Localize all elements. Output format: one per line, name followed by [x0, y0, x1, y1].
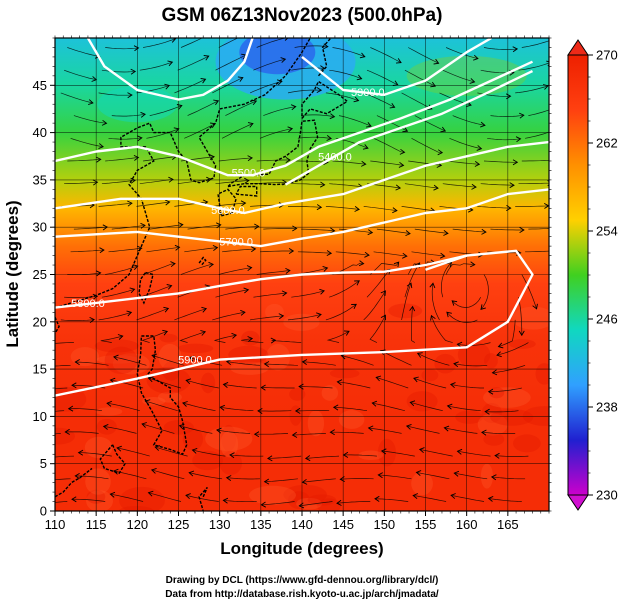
- y-tick-label: 0: [40, 504, 47, 519]
- contour-label: 5900.0: [178, 355, 212, 367]
- contour-label: 5400.0: [318, 151, 352, 163]
- x-tick-label: 145: [332, 517, 354, 532]
- contour-label: 5500.0: [232, 167, 266, 179]
- height-contour-line: [55, 188, 549, 248]
- y-tick-label: 30: [33, 220, 47, 235]
- credit-data: Data from http://database.rish.kyoto-u.a…: [165, 589, 439, 600]
- y-tick-label: 10: [33, 409, 47, 424]
- contour-label: 5300.0: [351, 87, 385, 99]
- y-tick-label: 5: [40, 456, 47, 471]
- colorbar-tick-label: 270: [596, 48, 618, 63]
- height-contour-line: [55, 249, 534, 397]
- y-axis: 0 5 10 15 20 25 30 35 40 45: [33, 37, 552, 519]
- y-tick-label: 20: [33, 314, 47, 329]
- height-contour-line: [301, 38, 492, 96]
- height-contour-line: [55, 60, 534, 177]
- y-axis-label: Latitude (degrees): [3, 200, 22, 347]
- colorbar-tick-label: 246: [596, 312, 618, 327]
- x-tick-label: 140: [291, 517, 313, 532]
- grid-lines: [54, 38, 549, 512]
- y-tick-label: 35: [33, 172, 47, 187]
- colorbar-tick-label: 254: [596, 224, 618, 239]
- x-tick-label: 135: [250, 517, 272, 532]
- credit-drawing: Drawing by DCL (https://www.gfd-dennou.o…: [166, 575, 439, 586]
- x-tick-label: 125: [168, 517, 190, 532]
- coastlines: [55, 38, 349, 511]
- y-tick-label: 15: [33, 362, 47, 377]
- y-tick-label: 45: [33, 78, 47, 93]
- colorbar: 230 238 246 254 262 270: [567, 39, 618, 511]
- contour-label: 5800.0: [71, 298, 105, 310]
- x-tick-label: 160: [456, 517, 478, 532]
- colorbar-tick-label: 262: [596, 136, 618, 151]
- x-tick-label: 150: [373, 517, 395, 532]
- x-tick-label: 110: [45, 517, 66, 532]
- height-contours: 5900.0 5800.0 5700.0 5600.0 5500.0 5400.0 5300…: [55, 38, 549, 397]
- height-contour-line: [86, 38, 254, 101]
- streamlines: [55, 38, 549, 509]
- colorbar-max-arrow: [567, 39, 589, 56]
- x-tick-label: 155: [415, 517, 437, 532]
- chart-title: GSM 06Z13Nov2023 (500.0hPa): [162, 5, 443, 26]
- x-tick-label: 165: [497, 517, 519, 532]
- colorbar-tick-label: 238: [596, 400, 618, 415]
- y-tick-label: 40: [33, 125, 47, 140]
- x-tick-label: 130: [209, 517, 231, 532]
- x-tick-label: 120: [126, 517, 148, 532]
- contour-label: 5600.0: [211, 205, 245, 217]
- y-tick-label: 25: [33, 267, 47, 282]
- x-tick-label: 115: [86, 517, 107, 532]
- x-axis: 110 115 120 125 130 135 140 145 150 155 160 165: [45, 35, 550, 532]
- colorbar-ticks: 230 238 246 254 262 270: [588, 48, 618, 503]
- x-axis-label: Longitude (degrees): [220, 539, 383, 558]
- height-contour-line: [55, 254, 467, 309]
- height-contour-line: [55, 140, 549, 215]
- height-contour-line: [284, 70, 534, 186]
- contour-label: 5700.0: [219, 236, 253, 248]
- colorbar-min-arrow: [567, 494, 589, 511]
- colorbar-tick-label: 230: [596, 488, 618, 503]
- plot-area: 5900.0 5800.0 5700.0 5600.0 5500.0 5400.0 5300…: [54, 37, 550, 512]
- colorbar-scale: [567, 54, 589, 496]
